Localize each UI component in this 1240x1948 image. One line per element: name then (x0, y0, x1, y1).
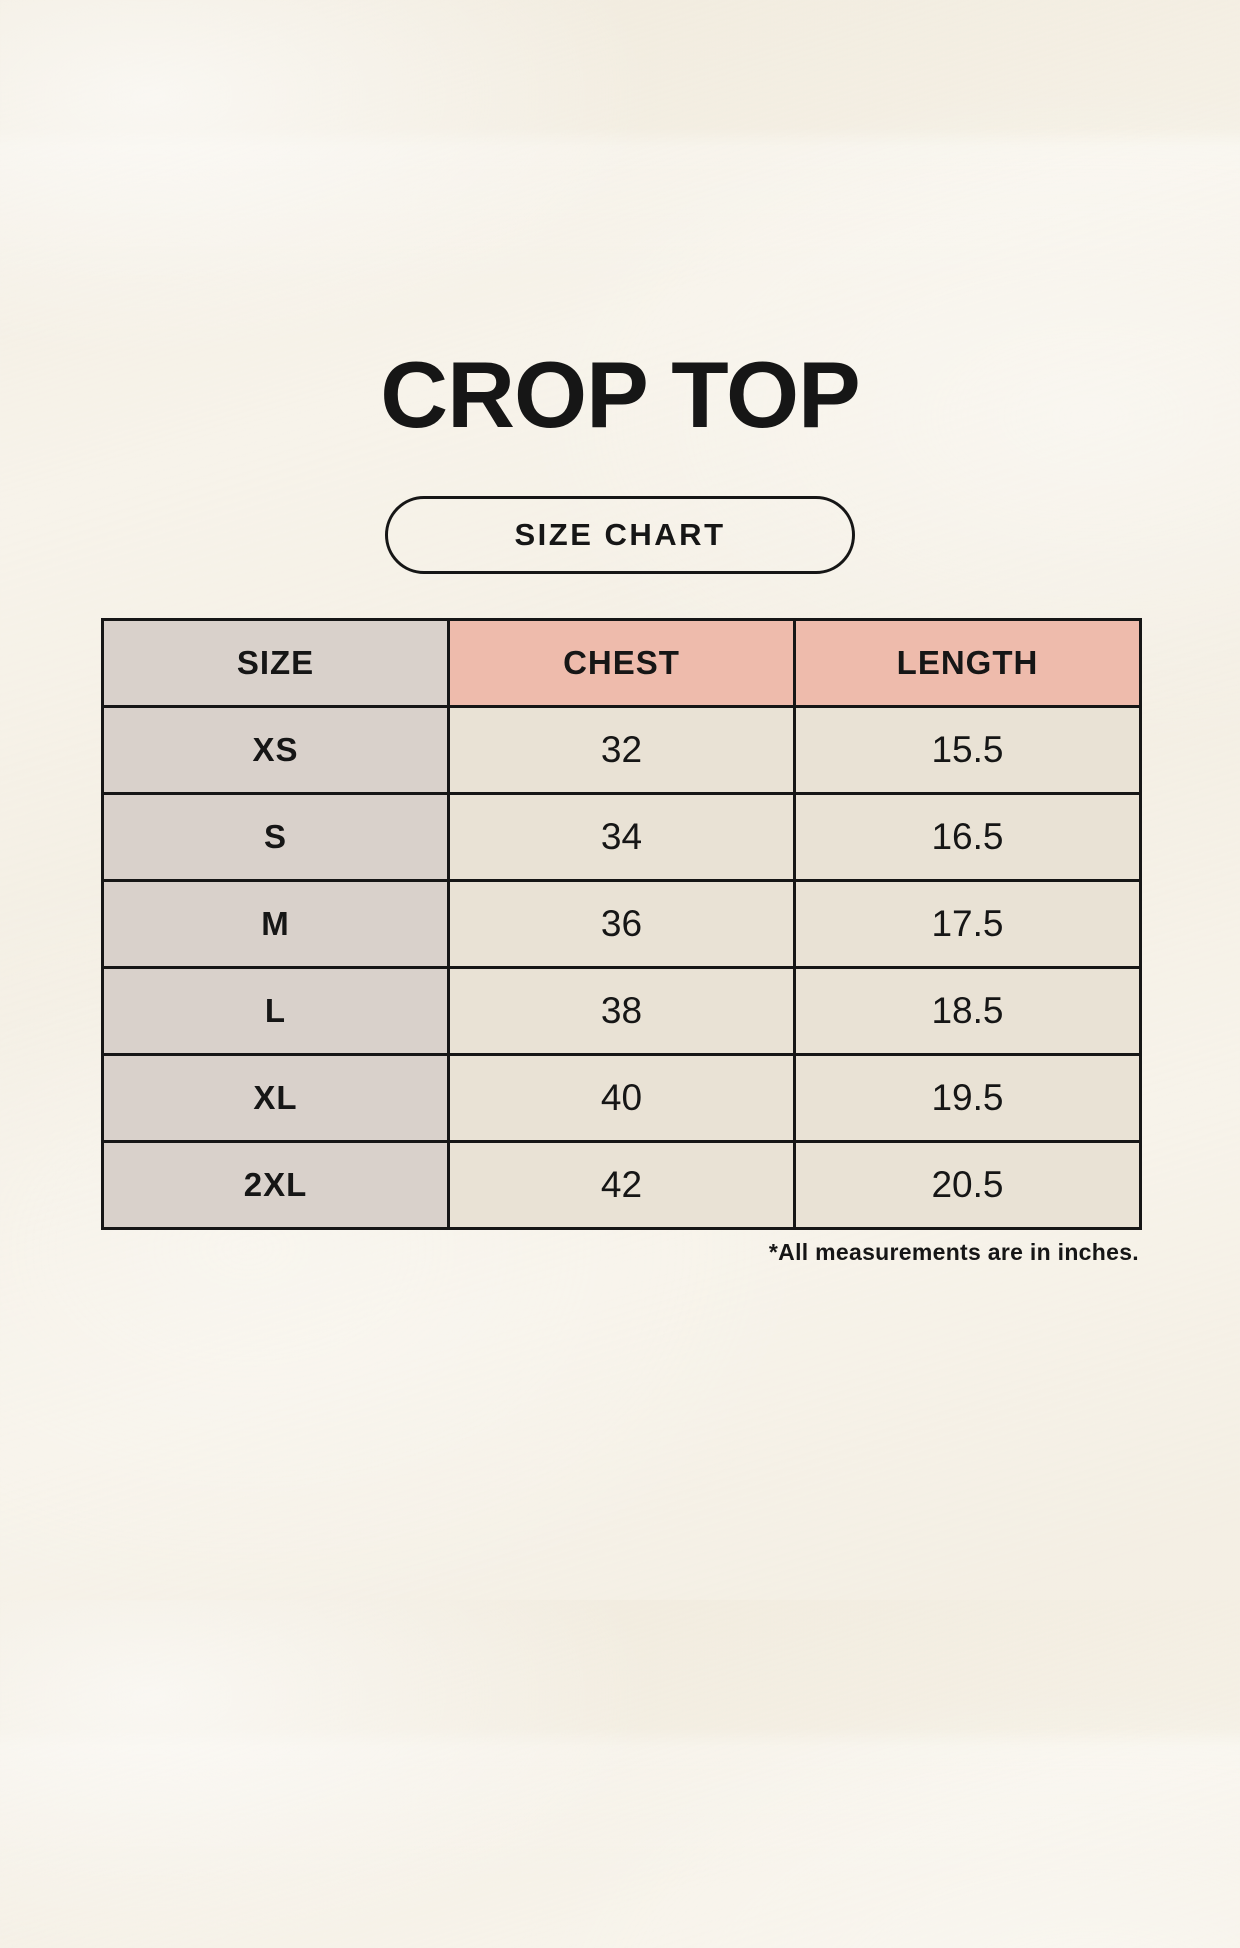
column-header-size: SIZE (101, 618, 450, 708)
table-row: 2XL 42 20.5 (101, 1140, 1142, 1230)
size-cell: 2XL (101, 1140, 450, 1230)
table-row: XL 40 19.5 (101, 1053, 1142, 1143)
length-cell: 16.5 (793, 792, 1142, 882)
size-cell: XL (101, 1053, 450, 1143)
measurements-footnote: *All measurements are in inches. (768, 1239, 1139, 1265)
size-chart-table: SIZE CHEST LENGTH XS 32 15.5 S 34 16.5 M… (101, 618, 1142, 1230)
table-header-row: SIZE CHEST LENGTH (101, 618, 1142, 708)
chest-cell: 34 (447, 792, 796, 882)
size-cell: L (101, 966, 450, 1056)
chest-cell: 40 (447, 1053, 796, 1143)
table-row: M 36 17.5 (101, 879, 1142, 969)
column-header-chest: CHEST (447, 618, 796, 708)
chest-cell: 42 (447, 1140, 796, 1230)
column-header-length: LENGTH (793, 618, 1142, 708)
size-chart-button-label: SIZE CHART (514, 517, 726, 552)
length-cell: 19.5 (793, 1053, 1142, 1143)
size-cell: S (101, 792, 450, 882)
length-cell: 15.5 (793, 705, 1142, 795)
size-chart-page: CROP TOP SIZE CHART SIZE CHEST LENGTH XS… (101, 342, 1142, 1266)
chest-cell: 32 (447, 705, 796, 795)
size-cell: XS (101, 705, 450, 795)
length-cell: 17.5 (793, 879, 1142, 969)
table-row: S 34 16.5 (101, 792, 1142, 882)
length-cell: 18.5 (793, 966, 1142, 1056)
chest-cell: 38 (447, 966, 796, 1056)
length-cell: 20.5 (793, 1140, 1142, 1230)
page-title: CROP TOP (380, 342, 861, 447)
table-row: XS 32 15.5 (101, 705, 1142, 795)
size-chart-button[interactable]: SIZE CHART (385, 496, 855, 574)
size-cell: M (101, 879, 450, 969)
table-row: L 38 18.5 (101, 966, 1142, 1056)
chest-cell: 36 (447, 879, 796, 969)
